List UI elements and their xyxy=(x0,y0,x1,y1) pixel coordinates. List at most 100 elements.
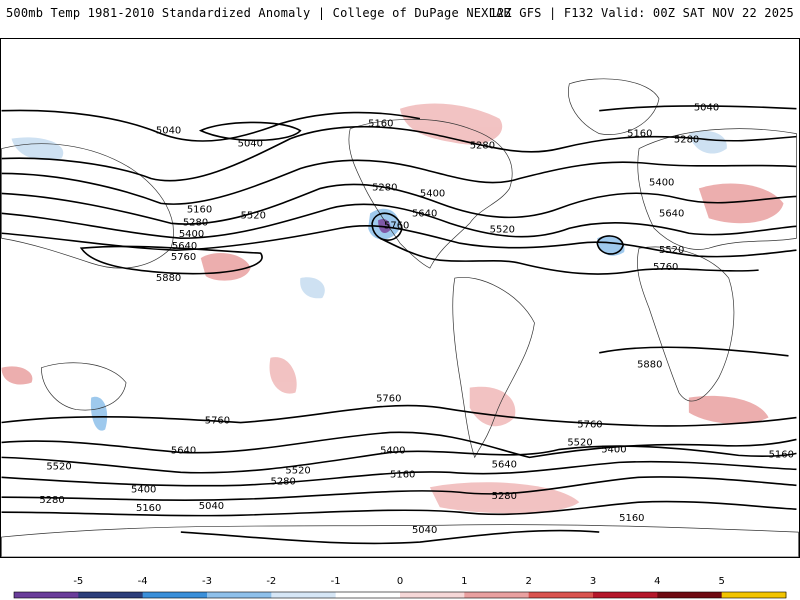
warm-anomaly-south-america xyxy=(469,386,516,427)
contour-label: 5040 xyxy=(199,501,224,512)
colorbar-segment xyxy=(271,592,337,598)
warm-anomaly-europe xyxy=(698,183,784,224)
contour-label: 5760 xyxy=(384,220,409,231)
colorbar-tick-label: -5 xyxy=(73,576,83,587)
colorbar-tick-label: 0 xyxy=(397,576,403,587)
contour-5280-north xyxy=(1,159,797,205)
colorbar-tick-label: -4 xyxy=(138,576,148,587)
contour-label: 5520 xyxy=(490,224,515,235)
antarctica-outline xyxy=(1,524,799,557)
contour-label: 5760 xyxy=(376,394,401,405)
contour-label: 5520 xyxy=(659,245,684,256)
cool-anomaly-nw-pacific xyxy=(11,137,64,161)
north-america-outline xyxy=(348,118,513,269)
colorbar-tick-label: 4 xyxy=(654,576,660,587)
anomaly-colorbar: -5 -4 -3 -2 -1 0 1 2 3 4 5 xyxy=(0,570,800,600)
contour-label: 5160 xyxy=(627,129,652,140)
contour-label: 5520 xyxy=(46,461,71,472)
australia-outline xyxy=(41,362,127,411)
continent-outlines xyxy=(1,78,799,557)
cool-anomaly-scandinavia xyxy=(688,130,727,154)
contour-5280-south xyxy=(1,476,797,501)
south-america-outline xyxy=(452,276,535,459)
contour-label: 5040 xyxy=(412,525,437,536)
world-map[interactable]: 5040 5040 5160 5280 5040 5160 5280 5160 … xyxy=(0,38,800,558)
contour-label: 5160 xyxy=(187,204,212,215)
warm-anomaly-west-edge xyxy=(1,366,33,385)
contour-label: 5280 xyxy=(674,135,699,146)
contour-5520-south xyxy=(1,445,797,474)
colorbar-canvas: -5 -4 -3 -2 -1 0 1 2 3 4 5 xyxy=(13,576,787,599)
contour-label: 5280 xyxy=(372,182,397,193)
contour-label: 5400 xyxy=(649,177,674,188)
model-run-info: 12Z GFS | F132 Valid: 00Z SAT NOV 22 202… xyxy=(489,6,794,20)
contour-label: 5400 xyxy=(179,229,204,240)
colorbar-segment xyxy=(207,592,272,598)
contour-label: 5040 xyxy=(694,103,719,114)
contour-5520-north xyxy=(1,203,797,240)
colorbar-segment xyxy=(593,592,658,598)
contour-label: 5520 xyxy=(285,465,310,476)
height-contours xyxy=(1,105,797,545)
colorbar-tick-label: -1 xyxy=(331,576,341,587)
warm-anomaly-indian-ocean xyxy=(688,395,769,424)
contour-5640-south xyxy=(1,431,797,459)
contour-label: 5040 xyxy=(156,126,181,137)
contour-label: 5400 xyxy=(380,445,405,456)
colorbar-segment xyxy=(14,592,79,598)
colorbar-tick-label: 5 xyxy=(718,576,724,587)
contour-label: 5880 xyxy=(637,360,662,371)
contour-label: 5640 xyxy=(172,241,197,252)
colorbar-tick-label: 3 xyxy=(590,576,596,587)
contour-5760-south xyxy=(1,404,797,427)
contour-label: 5520 xyxy=(241,210,266,221)
colorbar-segment xyxy=(464,592,530,598)
header: 500mb Temp 1981-2010 Standardized Anomal… xyxy=(0,0,800,30)
contour-label: 5400 xyxy=(420,188,445,199)
map-title: 500mb Temp 1981-2010 Standardized Anomal… xyxy=(6,6,511,20)
contour-5040-ring xyxy=(198,121,302,142)
cool-anomaly-central-pacific xyxy=(300,277,325,299)
colorbar-tick-label: 1 xyxy=(461,576,467,587)
colorbar-segment xyxy=(400,592,465,598)
contour-label: 5280 xyxy=(271,476,296,487)
contour-label: 5760 xyxy=(171,252,196,263)
contour-label: 5760 xyxy=(653,262,678,273)
contour-label: 5280 xyxy=(39,495,64,506)
contour-5040-south xyxy=(180,529,600,545)
colorbar-segment xyxy=(657,592,723,598)
contour-5880-south xyxy=(599,346,789,357)
contour-label: 5640 xyxy=(659,208,684,219)
europe-asia-outline xyxy=(637,128,797,250)
contour-label: 5640 xyxy=(492,459,517,470)
contour-5880-north xyxy=(79,245,263,275)
contour-5040-north xyxy=(1,109,421,142)
contour-label: 5160 xyxy=(619,513,644,524)
contour-label: 5640 xyxy=(412,208,437,219)
contour-label: 5520 xyxy=(567,437,592,448)
contour-label: 5400 xyxy=(601,444,626,455)
warm-anomaly-n-canada xyxy=(400,103,503,145)
contour-label: 5160 xyxy=(769,449,794,460)
warm-anomaly-pacific xyxy=(200,252,251,281)
contour-label: 5160 xyxy=(390,469,415,480)
contour-5400-north xyxy=(1,183,797,225)
contour-label: 5280 xyxy=(183,217,208,228)
contour-low-atlantic xyxy=(596,235,624,255)
contour-label: 5640 xyxy=(171,445,196,456)
colorbar-segment xyxy=(335,592,401,598)
contour-label: 5040 xyxy=(238,139,263,150)
contour-5640-north xyxy=(1,225,797,258)
map-canvas: 5040 5040 5160 5280 5040 5160 5280 5160 … xyxy=(1,78,799,557)
contour-5400-south xyxy=(1,460,797,487)
warm-anomaly-south-pacific xyxy=(269,357,297,394)
africa-outline xyxy=(637,246,735,402)
colorbar-segment xyxy=(142,592,208,598)
colorbar-segment xyxy=(528,592,594,598)
cool-anomaly-south-pacific xyxy=(90,396,108,431)
contour-label: 5280 xyxy=(492,491,517,502)
colorbar-tick-label: -2 xyxy=(266,576,276,587)
contour-label: 5160 xyxy=(368,119,393,130)
colorbar-segment xyxy=(721,592,787,598)
contour-label: 5760 xyxy=(577,420,602,431)
